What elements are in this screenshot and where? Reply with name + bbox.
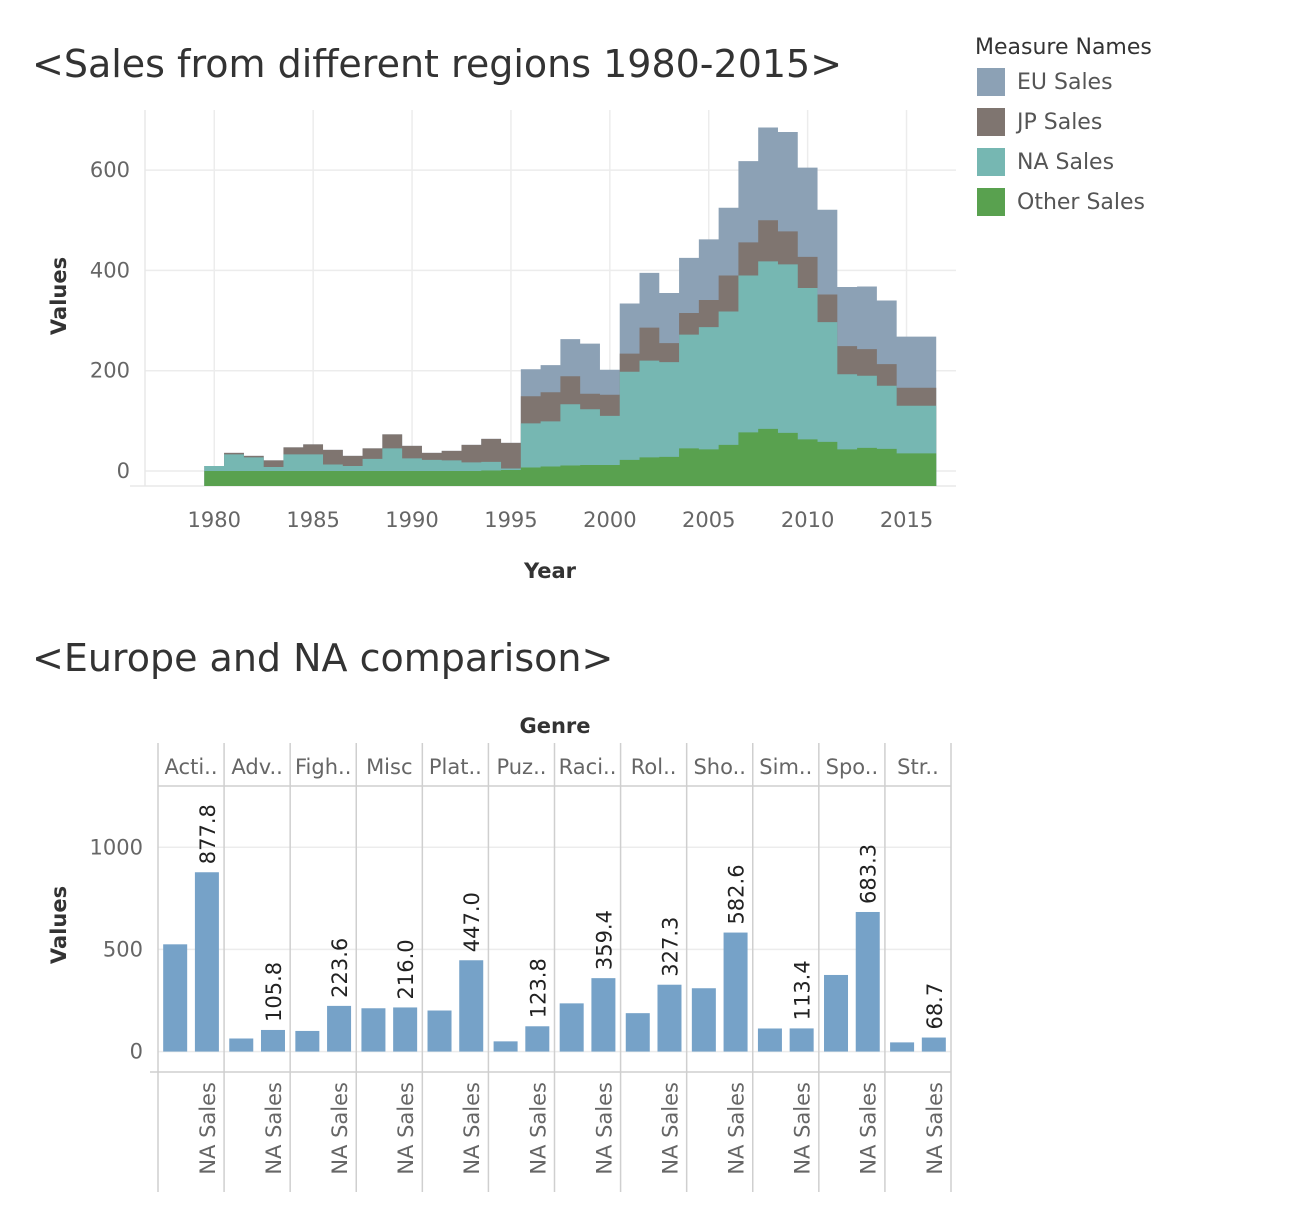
bar-na-sales[interactable] bbox=[657, 984, 682, 1052]
legend-item[interactable]: NA Sales bbox=[977, 148, 1114, 176]
x-axis-label: Year bbox=[523, 559, 577, 583]
x-tick-label: 2015 bbox=[880, 508, 933, 532]
y-tick-label: 200 bbox=[90, 359, 130, 383]
genre-label: Acti.. bbox=[165, 755, 218, 779]
area-na-sales[interactable] bbox=[204, 261, 937, 486]
bar-na-sales[interactable] bbox=[855, 911, 880, 1052]
stacked-area-chart: 1980 1985 1990 1995 2000 2005 2010 2015 0 200 400 6… bbox=[47, 110, 956, 583]
legend-label: Other Sales bbox=[1017, 189, 1146, 215]
y-tick-label: 0 bbox=[117, 459, 130, 483]
genre-label: Misc bbox=[366, 755, 412, 779]
measure-label: NA Sales bbox=[592, 1082, 616, 1175]
data-label: 877.8 bbox=[196, 804, 220, 864]
bar[interactable] bbox=[625, 1013, 650, 1052]
genre-label: Figh.. bbox=[295, 755, 351, 779]
bar-na-sales[interactable] bbox=[459, 960, 484, 1052]
measure-label: NA Sales bbox=[857, 1082, 881, 1175]
x-tick-label: 1995 bbox=[484, 508, 537, 532]
legend-swatch bbox=[977, 68, 1005, 96]
x-tick-label: 1990 bbox=[385, 508, 438, 532]
y-axis-label: Values bbox=[47, 886, 71, 964]
data-label: 216.0 bbox=[394, 939, 418, 999]
measure-label: NA Sales bbox=[328, 1082, 352, 1175]
bar-na-sales[interactable] bbox=[591, 978, 616, 1052]
bar[interactable] bbox=[361, 1008, 386, 1052]
genre-header: Genre bbox=[519, 714, 590, 738]
bar-na-sales[interactable] bbox=[194, 872, 219, 1052]
data-label: 105.8 bbox=[262, 962, 286, 1022]
x-tick-label: 1980 bbox=[188, 508, 241, 532]
bar[interactable] bbox=[890, 1042, 915, 1052]
data-label: 123.8 bbox=[526, 958, 550, 1018]
x-tick-label: 2000 bbox=[583, 508, 636, 532]
bar-na-sales[interactable] bbox=[921, 1037, 946, 1052]
y-tick-label: 1000 bbox=[90, 835, 143, 859]
data-label: 113.4 bbox=[791, 960, 815, 1020]
genre-label: Str.. bbox=[897, 755, 939, 779]
genre-label: Sim.. bbox=[759, 755, 812, 779]
genre-label: Plat.. bbox=[429, 755, 482, 779]
data-label: 223.6 bbox=[328, 938, 352, 998]
x-tick-label: 2005 bbox=[682, 508, 735, 532]
data-label: 582.6 bbox=[725, 864, 749, 924]
bar[interactable] bbox=[493, 1041, 518, 1052]
y-tick-label: 500 bbox=[103, 937, 143, 961]
genre-label: Adv.. bbox=[231, 755, 282, 779]
bar[interactable] bbox=[559, 1003, 584, 1052]
area-other-sales[interactable] bbox=[204, 428, 937, 486]
genre-label: Spo.. bbox=[826, 755, 879, 779]
legend-item[interactable]: EU Sales bbox=[977, 68, 1113, 96]
y-tick-label: 400 bbox=[90, 258, 130, 282]
genre-label: Puz.. bbox=[496, 755, 546, 779]
bar-na-sales[interactable] bbox=[327, 1005, 352, 1052]
x-tick-label: 2010 bbox=[781, 508, 834, 532]
legend-label: JP Sales bbox=[1017, 109, 1103, 135]
bar-na-sales[interactable] bbox=[789, 1028, 814, 1052]
y-tick-label: 0 bbox=[130, 1040, 143, 1064]
bar-na-sales[interactable] bbox=[260, 1029, 285, 1052]
measure-label: NA Sales bbox=[791, 1082, 815, 1175]
legend-title: Measure Names bbox=[975, 35, 1152, 60]
bar-na-sales[interactable] bbox=[723, 932, 748, 1052]
legend-label: NA Sales bbox=[1017, 149, 1115, 175]
bar[interactable] bbox=[427, 1010, 452, 1052]
legend-swatch bbox=[977, 188, 1005, 216]
genre-label: Raci.. bbox=[559, 755, 617, 779]
measure-label: NA Sales bbox=[526, 1082, 550, 1175]
data-label: 683.3 bbox=[857, 844, 881, 904]
legend-label: EU Sales bbox=[1017, 69, 1113, 95]
bar[interactable] bbox=[757, 1028, 782, 1052]
measure-label: NA Sales bbox=[658, 1082, 682, 1175]
bar[interactable] bbox=[691, 988, 716, 1052]
genre-label: Sho.. bbox=[693, 755, 745, 779]
bar[interactable] bbox=[229, 1038, 254, 1052]
measure-label: NA Sales bbox=[460, 1082, 484, 1175]
measure-label: NA Sales bbox=[923, 1082, 947, 1175]
data-label: 327.3 bbox=[658, 917, 682, 977]
data-label: 68.7 bbox=[923, 983, 947, 1030]
bar-na-sales[interactable] bbox=[525, 1026, 550, 1052]
bar-na-sales[interactable] bbox=[393, 1007, 418, 1052]
measure-label: NA Sales bbox=[394, 1082, 418, 1175]
bar[interactable] bbox=[295, 1030, 320, 1052]
genre-label: Rol.. bbox=[631, 755, 677, 779]
y-axis-label: Values bbox=[47, 257, 71, 335]
y-tick-label: 600 bbox=[90, 158, 130, 182]
data-label: 447.0 bbox=[460, 892, 484, 952]
bar[interactable] bbox=[163, 944, 188, 1052]
measure-label: NA Sales bbox=[725, 1082, 749, 1175]
measure-label: NA Sales bbox=[196, 1082, 220, 1175]
bottom-chart-title: <Europe and NA comparison> bbox=[32, 636, 614, 680]
top-chart-title: <Sales from different regions 1980-2015> bbox=[32, 42, 843, 86]
legend-swatch bbox=[977, 108, 1005, 136]
legend-item[interactable]: Other Sales bbox=[977, 188, 1145, 216]
legend-item[interactable]: JP Sales bbox=[977, 108, 1102, 136]
bar[interactable] bbox=[824, 974, 849, 1052]
x-tick-label: 1985 bbox=[286, 508, 339, 532]
data-label: 359.4 bbox=[592, 910, 616, 970]
legend-swatch bbox=[977, 148, 1005, 176]
measure-label: NA Sales bbox=[262, 1082, 286, 1175]
